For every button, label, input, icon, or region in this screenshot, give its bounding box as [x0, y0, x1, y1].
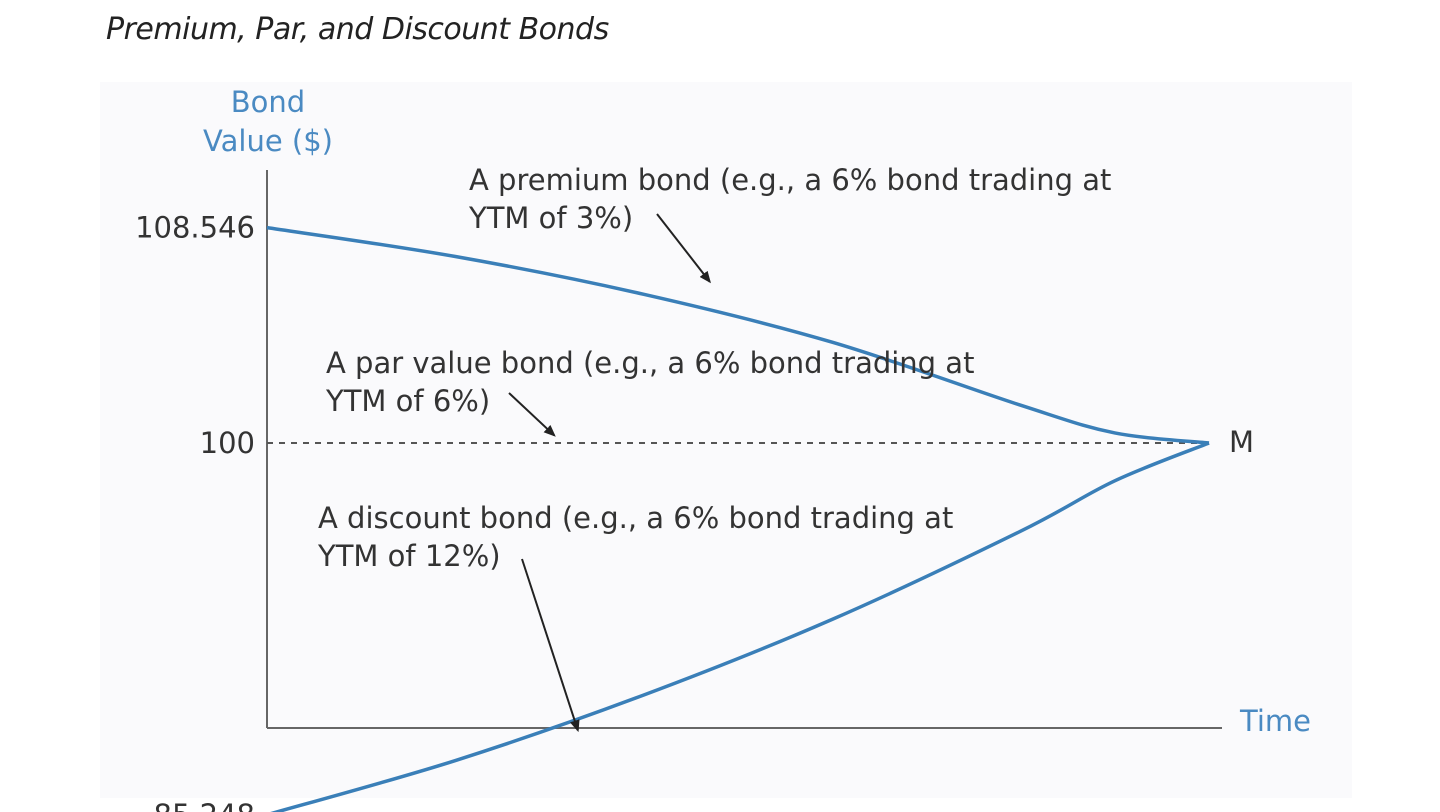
- chart-title: Premium, Par, and Discount Bonds: [106, 12, 609, 47]
- discount-annotation-line2: YTM of 12%): [317, 539, 501, 573]
- par-annotation-line1: A par value bond (e.g., a 6% bond tradin…: [326, 346, 974, 380]
- y-tick-label: 108.546: [135, 211, 255, 245]
- y-axis-title-line2: Value ($): [203, 124, 333, 158]
- par-annotation-arrow: [508, 392, 556, 437]
- discount-annotation-arrow: [521, 558, 580, 733]
- y-tick-label: 85.248: [154, 798, 255, 812]
- maturity-label: M: [1229, 425, 1254, 459]
- x-axis-title: Time: [1239, 704, 1311, 738]
- y-tick-label: 100: [200, 426, 255, 460]
- premium-annotation-arrow: [656, 213, 711, 284]
- chart-panel: [100, 82, 1352, 798]
- premium-annotation-line2: YTM of 3%): [468, 201, 633, 235]
- premium-annotation-line1: A premium bond (e.g., a 6% bond trading …: [469, 163, 1111, 197]
- y-axis-title-line1: Bond: [231, 85, 305, 119]
- par-annotation-line2: YTM of 6%): [325, 384, 490, 418]
- discount-annotation-line1: A discount bond (e.g., a 6% bond trading…: [318, 501, 953, 535]
- premium-bond-curve: [266, 225, 1210, 445]
- discount-bond-curve: [270, 441, 1210, 812]
